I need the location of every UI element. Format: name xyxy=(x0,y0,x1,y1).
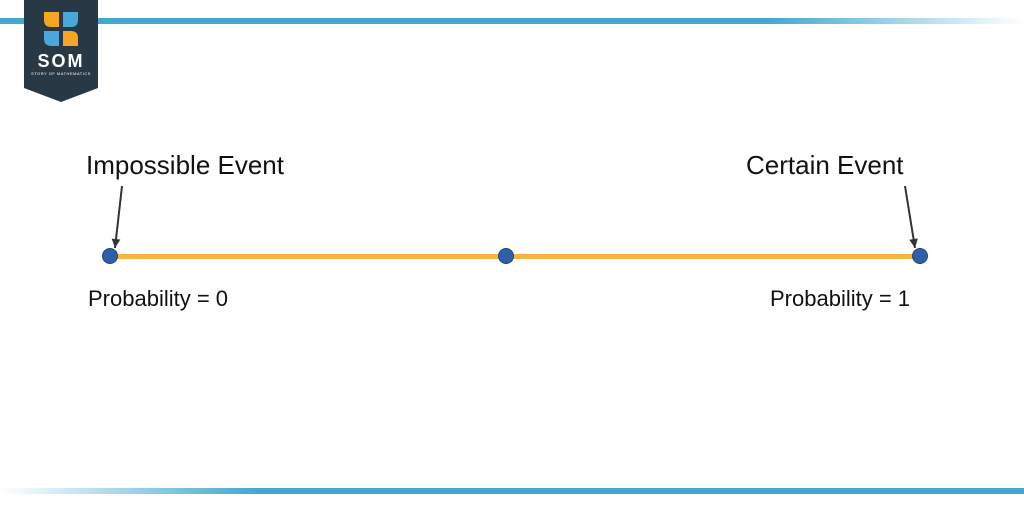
probability-line-diagram: Impossible Event Probability = 0 Certain… xyxy=(0,0,1024,512)
logo-sub-text: STORY OF MATHEMATICS xyxy=(24,71,98,76)
dot-middle xyxy=(498,248,514,264)
label-impossible-sub: Probability = 0 xyxy=(88,286,228,312)
logo-icon xyxy=(44,12,78,46)
label-certain-title: Certain Event xyxy=(746,150,904,181)
label-impossible-title: Impossible Event xyxy=(86,150,284,181)
logo-tile-bl xyxy=(44,31,59,46)
logo-text: SOM STORY OF MATHEMATICS xyxy=(24,52,98,76)
arrow-left xyxy=(103,182,134,258)
logo-badge: SOM STORY OF MATHEMATICS xyxy=(24,0,98,100)
logo-tile-br xyxy=(63,31,78,46)
arrow-right xyxy=(893,182,927,258)
logo-tile-tr xyxy=(63,12,78,27)
number-line xyxy=(110,254,920,259)
logo-tile-tl xyxy=(44,12,59,27)
label-certain-sub: Probability = 1 xyxy=(770,286,910,312)
logo-main-text: SOM xyxy=(24,52,98,70)
